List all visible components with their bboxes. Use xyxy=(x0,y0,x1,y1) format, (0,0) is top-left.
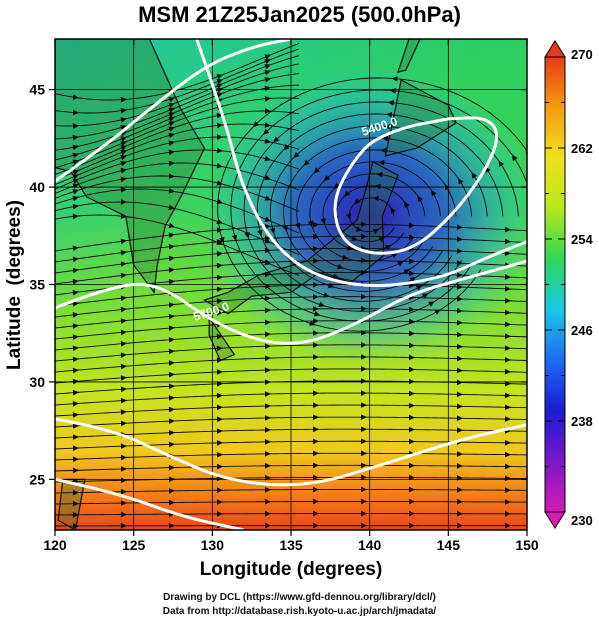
chart-title: MSM 21Z25Jan2025 (500.0hPa) xyxy=(138,2,461,27)
colorbar-label: 230 xyxy=(571,513,593,528)
x-tick-label: 135 xyxy=(279,537,303,553)
x-tick-label: 140 xyxy=(358,537,382,553)
x-tick-label: 145 xyxy=(437,537,461,553)
x-tick-label: 130 xyxy=(201,537,225,553)
x-tick-label: 125 xyxy=(122,537,146,553)
colorbar-label: 270 xyxy=(571,47,593,62)
colorbar-label: 238 xyxy=(571,414,593,429)
colorbar-label: 246 xyxy=(571,323,593,338)
colorbar: 230 238 246 254 262 270 xyxy=(544,40,593,529)
y-tick-label: 40 xyxy=(29,179,45,195)
y-axis-ticks: 25 30 35 40 45 xyxy=(29,82,527,487)
y-tick-label: 30 xyxy=(29,374,45,390)
credit-drawing: Drawing by DCL (https://www.gfd-dennou.o… xyxy=(163,592,436,603)
colorbar-label: 262 xyxy=(571,141,593,156)
x-tick-label: 150 xyxy=(515,537,539,553)
cold-low-center xyxy=(199,66,527,367)
contour-line xyxy=(333,116,499,255)
x-tick-label: 120 xyxy=(43,537,67,553)
contour-line xyxy=(55,477,245,530)
y-tick-label: 45 xyxy=(29,82,45,98)
contour-line xyxy=(55,39,292,183)
colorbar-label: 254 xyxy=(571,232,593,247)
x-axis-ticks: 120 125 130 135 140 145 150 xyxy=(43,39,539,553)
contour-line xyxy=(195,39,527,288)
y-tick-label: 35 xyxy=(29,277,45,293)
contour-line xyxy=(55,259,527,345)
x-axis-label: Longitude (degrees) xyxy=(200,559,383,580)
y-tick-label: 25 xyxy=(29,471,45,487)
credit-data: Data from http://database.rish.kyoto-u.a… xyxy=(162,606,437,617)
y-axis-label: Latitude (degrees) xyxy=(4,200,25,370)
contour-line xyxy=(55,417,527,487)
